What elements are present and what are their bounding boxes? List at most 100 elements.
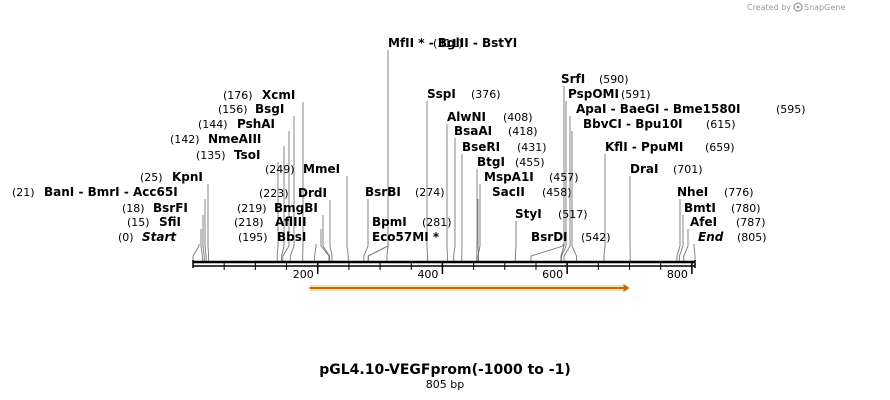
site-label: KflI - PpuMI bbox=[605, 140, 683, 154]
site-label: MmeI bbox=[303, 162, 340, 176]
site-label: Eco57MI * bbox=[372, 230, 440, 244]
site-label: BsrBI bbox=[365, 185, 401, 199]
enzyme-name: Bme1580I bbox=[673, 102, 741, 116]
site-connector bbox=[477, 184, 481, 261]
enzyme-name: BsgI bbox=[255, 102, 284, 116]
site-connector bbox=[514, 221, 517, 261]
site-label: BmgBI bbox=[274, 201, 318, 215]
enzyme-name: NheI bbox=[677, 185, 708, 199]
site-label-group: ApaI - BaeGI - Bme1580I (595) bbox=[576, 102, 806, 116]
site-separator: - bbox=[469, 36, 482, 50]
site-label-group: BseRI (431) bbox=[462, 140, 547, 154]
site-position: (176) bbox=[223, 89, 253, 102]
site-label: MspA1I bbox=[484, 170, 534, 184]
site-label: StyI bbox=[515, 207, 542, 221]
site-label-group: BsrDI (542) bbox=[531, 230, 611, 244]
site-position: (595) bbox=[776, 103, 806, 116]
site-label-group: BsgI (156) bbox=[218, 102, 284, 116]
site-label-group: NheI (776) bbox=[677, 185, 754, 199]
site-position: (0) bbox=[118, 231, 134, 244]
site-position: (590) bbox=[599, 73, 629, 86]
site-connector bbox=[477, 199, 480, 261]
enzyme-name: TsoI bbox=[234, 148, 260, 162]
site-label-group: PspOMI (591) bbox=[568, 87, 651, 101]
site-label-group: AflIII (218) bbox=[234, 215, 307, 229]
site-position: (144) bbox=[198, 118, 228, 131]
site-position: (591) bbox=[621, 88, 651, 101]
site-label-group: KflI - PpuMI (659) bbox=[605, 140, 735, 154]
site-label-group: Eco57MI * bbox=[372, 230, 440, 244]
enzyme-name: BseRI bbox=[462, 140, 500, 154]
site-label-group: TsoI (135) bbox=[196, 148, 260, 162]
restriction-site-labels: MfII * - BglII - BstYI(311)XcmI(176)BsgI… bbox=[12, 36, 806, 244]
enzyme-name: BmrI bbox=[88, 185, 120, 199]
site-connector bbox=[281, 146, 285, 261]
site-label: SacII bbox=[492, 185, 525, 199]
enzyme-name: BaeGI bbox=[620, 102, 660, 116]
site-label: BsgI bbox=[255, 102, 284, 116]
site-label: End bbox=[698, 230, 724, 244]
site-position: (223) bbox=[259, 187, 289, 200]
site-connector bbox=[202, 215, 205, 261]
site-label: TsoI bbox=[234, 148, 260, 162]
site-position: (376) bbox=[471, 88, 501, 101]
site-position: (517) bbox=[558, 208, 588, 221]
site-connector bbox=[560, 86, 565, 261]
snapgene-credit: Created by SnapGene bbox=[747, 2, 845, 12]
site-label-group: AfeI (787) bbox=[690, 215, 766, 229]
site-position: (455) bbox=[515, 156, 545, 169]
site-label-group: MfII * - BglII - BstYI(311) bbox=[388, 36, 517, 50]
site-connector bbox=[276, 162, 279, 261]
site-separator: - bbox=[628, 140, 641, 154]
site-label: BsrDI bbox=[531, 230, 568, 244]
site-position: (25) bbox=[140, 171, 163, 184]
enzyme-name: BsrFI bbox=[153, 201, 188, 215]
site-label-group: SrfI (590) bbox=[561, 72, 629, 86]
enzyme-name: AlwNI bbox=[447, 110, 486, 124]
enzyme-name: End bbox=[698, 230, 724, 244]
site-position: (195) bbox=[238, 231, 268, 244]
site-position: (659) bbox=[705, 141, 735, 154]
site-connector bbox=[530, 244, 564, 261]
site-label: PshAI bbox=[237, 117, 275, 131]
site-position: (787) bbox=[736, 216, 766, 229]
enzyme-name: SrfI bbox=[561, 72, 585, 86]
site-connector bbox=[363, 199, 369, 261]
site-position: (219) bbox=[237, 202, 267, 215]
site-position: (142) bbox=[170, 133, 200, 146]
site-label-group: BbvCI - Bpu10I (615) bbox=[583, 117, 736, 131]
site-position: (615) bbox=[706, 118, 736, 131]
enzyme-name: BanI bbox=[44, 185, 74, 199]
site-position: (311) bbox=[433, 37, 463, 50]
enzyme-name: BbsI bbox=[277, 230, 306, 244]
site-label: SspI bbox=[427, 87, 456, 101]
site-label: NheI bbox=[677, 185, 708, 199]
site-label-group: BpmI (281) bbox=[372, 215, 452, 229]
site-label: ApaI - BaeGI - Bme1580I bbox=[576, 102, 741, 116]
site-label: NmeAIII bbox=[208, 132, 261, 146]
site-position: (281) bbox=[422, 216, 452, 229]
feature-arrowhead bbox=[623, 284, 630, 292]
site-label: BpmI bbox=[372, 215, 407, 229]
site-label-group: BsrBI (274) bbox=[365, 185, 445, 199]
site-label-group: KpnI (25) bbox=[140, 170, 203, 184]
site-position: (249) bbox=[265, 163, 295, 176]
site-label: PspOMI bbox=[568, 87, 619, 101]
site-connector bbox=[346, 176, 349, 261]
site-position: (21) bbox=[12, 186, 35, 199]
site-connector bbox=[386, 50, 389, 261]
site-position: (805) bbox=[737, 231, 767, 244]
site-position: (156) bbox=[218, 103, 248, 116]
map-length: 805 bp bbox=[426, 378, 464, 391]
enzyme-name: DrdI bbox=[298, 186, 327, 200]
site-label: BbvCI - Bpu10I bbox=[583, 117, 683, 131]
site-connector bbox=[329, 200, 333, 261]
site-connector-lines bbox=[192, 50, 696, 261]
site-label: KpnI bbox=[172, 170, 203, 184]
site-label: BsaAI bbox=[454, 124, 492, 138]
site-label-group: MspA1I (457) bbox=[484, 170, 579, 184]
enzyme-name: Start bbox=[142, 230, 177, 244]
site-position: (457) bbox=[549, 171, 579, 184]
enzyme-name: MfII * bbox=[388, 36, 425, 50]
